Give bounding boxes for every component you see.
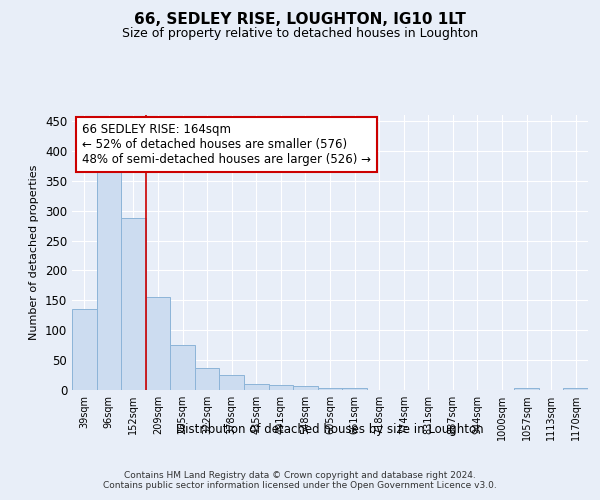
Text: Contains public sector information licensed under the Open Government Licence v3: Contains public sector information licen… — [103, 481, 497, 490]
Bar — [220, 375, 244, 390]
Bar — [121, 218, 146, 390]
Bar — [318, 388, 342, 390]
Bar — [342, 388, 367, 390]
Text: Contains HM Land Registry data © Crown copyright and database right 2024.: Contains HM Land Registry data © Crown c… — [124, 471, 476, 480]
Bar — [293, 386, 318, 390]
Text: 66, SEDLEY RISE, LOUGHTON, IG10 1LT: 66, SEDLEY RISE, LOUGHTON, IG10 1LT — [134, 12, 466, 28]
Y-axis label: Number of detached properties: Number of detached properties — [29, 165, 40, 340]
Text: 66 SEDLEY RISE: 164sqm
← 52% of detached houses are smaller (576)
48% of semi-de: 66 SEDLEY RISE: 164sqm ← 52% of detached… — [82, 123, 371, 166]
Bar — [269, 385, 293, 390]
Text: Size of property relative to detached houses in Loughton: Size of property relative to detached ho… — [122, 28, 478, 40]
Bar — [195, 368, 220, 390]
Bar — [244, 384, 269, 390]
Bar — [97, 169, 121, 390]
Bar — [170, 345, 195, 390]
Bar — [514, 388, 539, 390]
Text: Distribution of detached houses by size in Loughton: Distribution of detached houses by size … — [176, 422, 484, 436]
Bar — [72, 310, 97, 390]
Bar — [146, 298, 170, 390]
Bar — [563, 388, 588, 390]
